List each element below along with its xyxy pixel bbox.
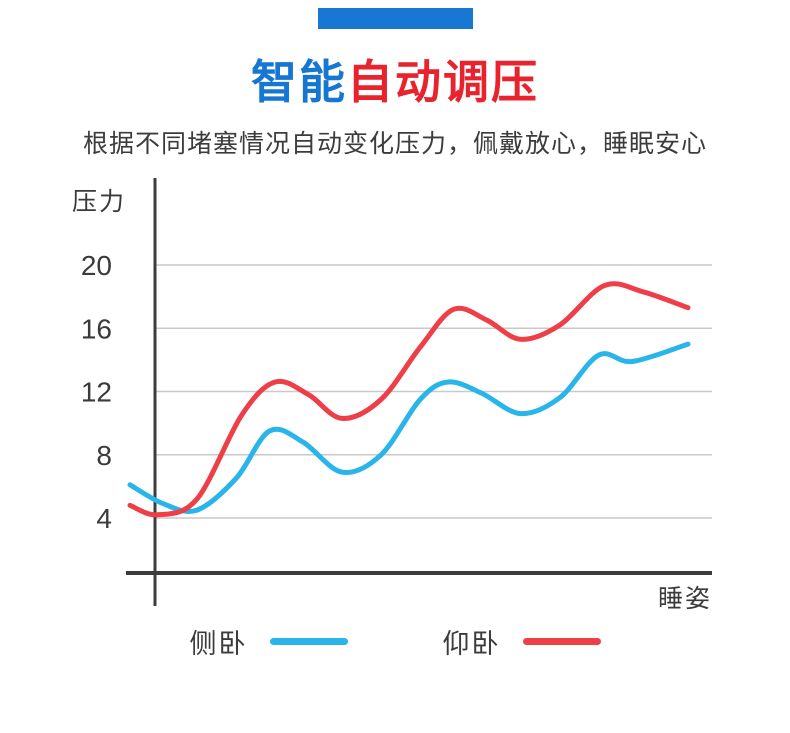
page-title: 智能自动调压: [0, 57, 790, 108]
svg-text:4: 4: [96, 503, 112, 534]
title-part-blue: 智能: [251, 56, 347, 108]
svg-text:16: 16: [81, 313, 112, 344]
page-subtitle: 根据不同堵塞情况自动变化压力，佩戴放心，睡眠安心: [82, 129, 707, 158]
svg-text:压力: 压力: [72, 188, 126, 216]
svg-text:8: 8: [96, 439, 112, 470]
legend-item-supine: 仰卧: [443, 622, 601, 661]
svg-text:睡姿: 睡姿: [658, 585, 712, 613]
legend-label-supine: 仰卧: [442, 628, 501, 659]
legend-label-side-lying: 侧卧: [189, 628, 248, 659]
title-part-red: 自动调压: [347, 56, 539, 108]
pressure-chart: 4 8 12 16 20 压力睡姿: [0, 168, 790, 618]
svg-text:12: 12: [81, 376, 112, 407]
legend-swatch-blue: [269, 637, 348, 645]
legend-item-side-lying: 侧卧: [190, 622, 348, 661]
top-accent-bar: [317, 8, 473, 29]
legend-swatch-red: [522, 637, 601, 645]
chart-legend: 侧卧 仰卧: [0, 622, 790, 661]
svg-text:20: 20: [81, 250, 112, 281]
